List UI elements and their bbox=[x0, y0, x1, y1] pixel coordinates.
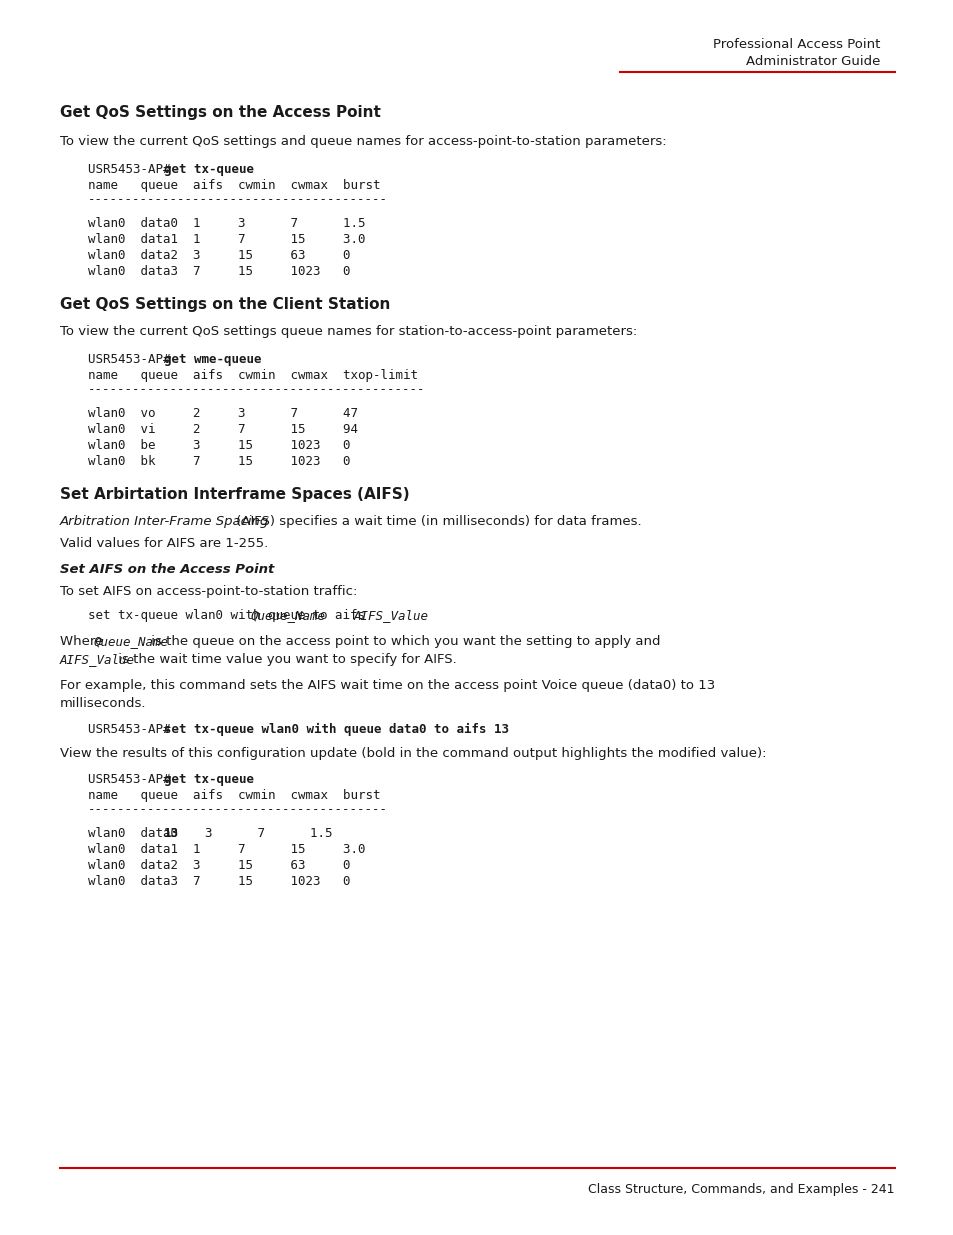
Text: wlan0  vo     2     3      7      47: wlan0 vo 2 3 7 47 bbox=[88, 408, 357, 420]
Text: set tx-queue wlan0 with queue data0 to aifs 13: set tx-queue wlan0 with queue data0 to a… bbox=[164, 722, 509, 736]
Text: wlan0  vi     2     7      15     94: wlan0 vi 2 7 15 94 bbox=[88, 424, 357, 436]
Text: Valid values for AIFS are 1-255.: Valid values for AIFS are 1-255. bbox=[60, 537, 268, 550]
Text: USR5453-AP#: USR5453-AP# bbox=[88, 163, 178, 177]
Text: wlan0  data2  3     15     63     0: wlan0 data2 3 15 63 0 bbox=[88, 860, 350, 872]
Text: wlan0  data1  1     7      15     3.0: wlan0 data1 1 7 15 3.0 bbox=[88, 844, 365, 856]
Text: 3      7      1.5: 3 7 1.5 bbox=[174, 827, 332, 840]
Text: (AIFS) specifies a wait time (in milliseconds) for data frames.: (AIFS) specifies a wait time (in millise… bbox=[232, 515, 641, 529]
Text: ----------------------------------------: ---------------------------------------- bbox=[88, 803, 388, 816]
Text: wlan0  data3  7     15     1023   0: wlan0 data3 7 15 1023 0 bbox=[88, 876, 350, 888]
Text: Professional Access Point: Professional Access Point bbox=[712, 38, 879, 51]
Text: Queue_Name: Queue_Name bbox=[251, 609, 325, 622]
Text: wlan0  data2  3     15     63     0: wlan0 data2 3 15 63 0 bbox=[88, 249, 350, 262]
Text: Set AIFS on the Access Point: Set AIFS on the Access Point bbox=[60, 563, 274, 576]
Text: To view the current QoS settings queue names for station-to-access-point paramet: To view the current QoS settings queue n… bbox=[60, 325, 637, 338]
Text: to aifs: to aifs bbox=[304, 609, 372, 622]
Text: Set Arbirtation Interframe Spaces (AIFS): Set Arbirtation Interframe Spaces (AIFS) bbox=[60, 487, 409, 501]
Text: is the wait time value you want to specify for AIFS.: is the wait time value you want to speci… bbox=[114, 653, 456, 666]
Text: wlan0  be     3     15     1023   0: wlan0 be 3 15 1023 0 bbox=[88, 438, 350, 452]
Text: AIFS_Value: AIFS_Value bbox=[354, 609, 428, 622]
Text: ---------------------------------------------: ----------------------------------------… bbox=[88, 383, 425, 396]
Text: Get QoS Settings on the Client Station: Get QoS Settings on the Client Station bbox=[60, 296, 390, 312]
Text: USR5453-AP#: USR5453-AP# bbox=[88, 773, 178, 785]
Text: Get QoS Settings on the Access Point: Get QoS Settings on the Access Point bbox=[60, 105, 380, 120]
Text: wlan0  data0  1     3      7      1.5: wlan0 data0 1 3 7 1.5 bbox=[88, 217, 365, 230]
Text: wlan0  data1  1     7      15     3.0: wlan0 data1 1 7 15 3.0 bbox=[88, 233, 365, 246]
Text: To set AIFS on access-point-to-station traffic:: To set AIFS on access-point-to-station t… bbox=[60, 585, 357, 598]
Text: For example, this command sets the AIFS wait time on the access point Voice queu: For example, this command sets the AIFS … bbox=[60, 679, 715, 692]
Text: Class Structure, Commands, and Examples - 241: Class Structure, Commands, and Examples … bbox=[588, 1183, 894, 1195]
Text: set tx-queue wlan0 with queue: set tx-queue wlan0 with queue bbox=[88, 609, 313, 622]
Text: wlan0  data3  7     15     1023   0: wlan0 data3 7 15 1023 0 bbox=[88, 266, 350, 278]
Text: Administrator Guide: Administrator Guide bbox=[745, 56, 879, 68]
Text: get tx-queue: get tx-queue bbox=[164, 163, 253, 177]
Text: is the queue on the access point to which you want the setting to apply and: is the queue on the access point to whic… bbox=[148, 635, 660, 648]
Text: View the results of this configuration update (bold in the command output highli: View the results of this configuration u… bbox=[60, 747, 765, 760]
Text: ----------------------------------------: ---------------------------------------- bbox=[88, 193, 388, 206]
Text: wlan0  bk     7     15     1023   0: wlan0 bk 7 15 1023 0 bbox=[88, 454, 350, 468]
Text: To view the current QoS settings and queue names for access-point-to-station par: To view the current QoS settings and que… bbox=[60, 135, 666, 148]
Text: 13: 13 bbox=[164, 827, 179, 840]
Text: name   queue  aifs  cwmin  cwmax  txop-limit: name queue aifs cwmin cwmax txop-limit bbox=[88, 369, 417, 382]
Text: Queue_Name: Queue_Name bbox=[93, 635, 168, 648]
Text: AIFS_Value: AIFS_Value bbox=[60, 653, 135, 666]
Text: USR5453-AP#: USR5453-AP# bbox=[88, 722, 178, 736]
Text: Arbitration Inter-Frame Spacing: Arbitration Inter-Frame Spacing bbox=[60, 515, 269, 529]
Text: name   queue  aifs  cwmin  cwmax  burst: name queue aifs cwmin cwmax burst bbox=[88, 179, 380, 191]
Text: wlan0  data0: wlan0 data0 bbox=[88, 827, 193, 840]
Text: name   queue  aifs  cwmin  cwmax  burst: name queue aifs cwmin cwmax burst bbox=[88, 789, 380, 802]
Text: milliseconds.: milliseconds. bbox=[60, 697, 147, 710]
Text: get wme-queue: get wme-queue bbox=[164, 353, 261, 366]
Text: USR5453-AP#: USR5453-AP# bbox=[88, 353, 178, 366]
Text: get tx-queue: get tx-queue bbox=[164, 773, 253, 785]
Text: Where: Where bbox=[60, 635, 108, 648]
